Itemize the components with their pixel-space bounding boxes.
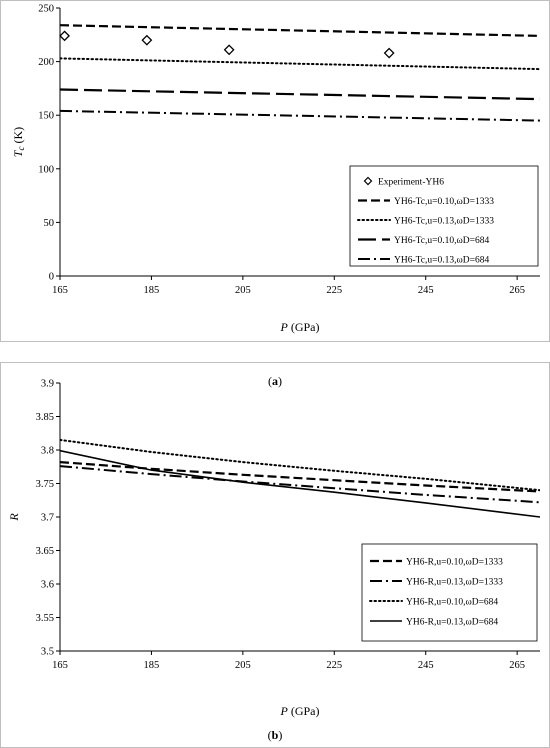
series-line bbox=[60, 109, 540, 122]
series-line bbox=[60, 449, 540, 518]
legend-entry: YH6-R,u=0.13,ωD=684 bbox=[406, 618, 498, 628]
chart-a: 0 50 100 150 200 250 165 185 205 225 245 265 P (GPa)… bbox=[0, 0, 550, 342]
legend-entry: YH6-R,u=0.10,ωD=1333 bbox=[406, 558, 503, 568]
y-tick-label: 3.65 bbox=[36, 546, 54, 557]
legend-entry: YH6-R,u=0.13,ωD=1333 bbox=[406, 578, 503, 588]
x-tick-label: 265 bbox=[509, 285, 525, 296]
data-point bbox=[383, 47, 395, 59]
x-tick-label: 265 bbox=[509, 660, 525, 671]
y-tick-label: 150 bbox=[38, 111, 54, 122]
x-axis-label: P (GPa) bbox=[279, 704, 319, 718]
x-tick-label: 185 bbox=[144, 285, 160, 296]
x-tick-label: 165 bbox=[52, 660, 68, 671]
y-axis-label: Tc (K) bbox=[11, 127, 26, 157]
y-tick-label: 3.55 bbox=[36, 613, 54, 624]
legend: Experiment-YH6 YH6-Tc,u=0.10,ωD=1333 YH6-T… bbox=[349, 165, 539, 267]
chart-caption: (a) bbox=[268, 374, 282, 388]
series-line bbox=[60, 88, 540, 101]
chart-b: 3.5 3.55 3.6 3.65 3.7 3.75 3.8 3.85 3.9 165 185 205… bbox=[0, 362, 550, 748]
y-tick-label: 100 bbox=[38, 164, 54, 175]
legend: YH6-R,u=0.10,ωD=1333 YH6-R,u=0.13,ωD=1333… bbox=[361, 543, 538, 642]
data-point bbox=[141, 34, 153, 46]
data-point bbox=[59, 30, 70, 42]
legend-swatch bbox=[363, 176, 373, 186]
legend-entry: YH6-Tc,u=0.10,ωD=684 bbox=[394, 236, 489, 246]
y-tick-label: 0 bbox=[49, 272, 54, 283]
legend-entry: YH6-Tc,u=0.10,ωD=1333 bbox=[394, 197, 494, 207]
x-tick-label: 205 bbox=[235, 660, 251, 671]
y-tick-label: 3.85 bbox=[36, 412, 54, 423]
x-axis-label: P (GPa) bbox=[279, 320, 319, 334]
y-tick-label: 3.9 bbox=[41, 379, 54, 390]
legend-entry: Experiment-YH6 bbox=[378, 178, 444, 188]
y-tick-label: 3.8 bbox=[41, 446, 54, 457]
series-line bbox=[60, 57, 540, 71]
legend-entry: YH6-Tc,u=0.13,ωD=684 bbox=[394, 256, 489, 266]
data-point bbox=[223, 44, 235, 56]
chart-caption: (b) bbox=[268, 728, 283, 742]
series-line bbox=[60, 24, 540, 37]
series-line bbox=[60, 438, 540, 492]
y-tick-label: 200 bbox=[38, 57, 54, 68]
x-tick-label: 165 bbox=[52, 285, 68, 296]
y-tick-label: 250 bbox=[38, 4, 54, 15]
y-tick-label: 3.7 bbox=[41, 513, 54, 524]
legend-entry: YH6-Tc,u=0.13,ωD=1333 bbox=[394, 217, 494, 227]
x-tick-label: 245 bbox=[418, 285, 434, 296]
y-axis-label: R bbox=[7, 513, 21, 522]
y-tick-label: 3.6 bbox=[41, 580, 54, 591]
x-tick-label: 225 bbox=[326, 285, 342, 296]
series-line bbox=[60, 461, 540, 493]
x-tick-label: 205 bbox=[235, 285, 251, 296]
x-tick-label: 185 bbox=[144, 660, 160, 671]
x-tick-label: 245 bbox=[418, 660, 434, 671]
y-tick-label: 3.75 bbox=[36, 479, 54, 490]
y-tick-label: 50 bbox=[44, 218, 55, 229]
legend-entry: YH6-R,u=0.10,ωD=684 bbox=[406, 598, 498, 608]
x-tick-label: 225 bbox=[326, 660, 342, 671]
y-tick-label: 3.5 bbox=[41, 647, 54, 658]
legend-box bbox=[349, 165, 539, 267]
series-line bbox=[60, 465, 540, 504]
